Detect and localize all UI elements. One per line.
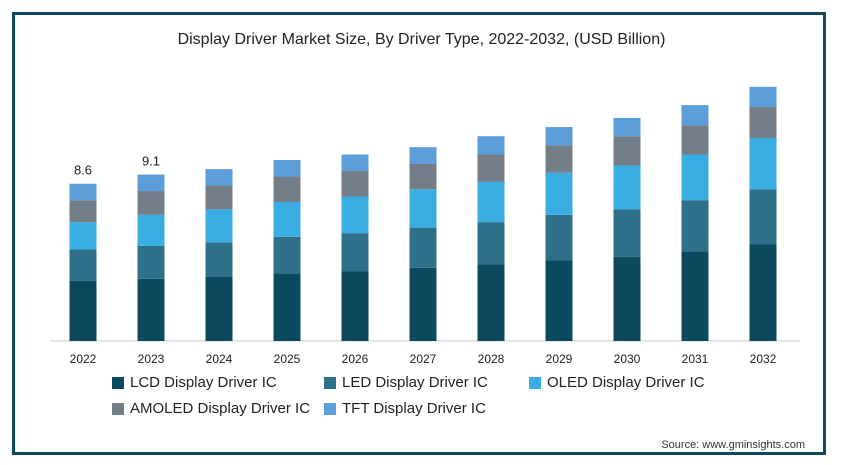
bar-segment-2023-3 [137, 191, 165, 215]
bar-segment-2027-2 [409, 189, 437, 228]
x-tick-label: 2031 [682, 352, 709, 366]
bar-segment-2029-1 [545, 214, 573, 261]
bar-segment-2028-0 [477, 264, 505, 341]
legend-swatch-lcd [112, 376, 124, 389]
bar-segment-2031-1 [681, 200, 709, 252]
x-tick-label: 2025 [274, 352, 301, 366]
x-tick-label: 2030 [614, 352, 641, 366]
legend-swatch-amoled [112, 402, 124, 415]
bar-segment-2025-0 [273, 273, 301, 341]
legend-swatch-led [324, 376, 336, 389]
bar-segment-2026-1 [341, 233, 369, 272]
bar-segment-2032-1 [749, 189, 777, 245]
bar-segment-2030-3 [613, 136, 641, 166]
legend-label-lcd: LCD Display Driver IC [130, 374, 277, 391]
bar-segment-2026-3 [341, 170, 369, 197]
x-tick-label: 2027 [410, 352, 437, 366]
bar-segment-2030-2 [613, 165, 641, 210]
bar-segment-2024-0 [205, 277, 233, 341]
bar-segment-2022-3 [69, 200, 97, 223]
legend-item-led: LED Display Driver IC [324, 374, 488, 391]
bar-segment-2030-0 [613, 256, 641, 341]
bar-segment-2031-2 [681, 154, 709, 201]
bar-segment-2022-2 [69, 222, 97, 250]
bar-segment-2029-4 [545, 127, 573, 146]
bar-segment-2025-1 [273, 236, 301, 274]
bar-segment-2027-1 [409, 227, 437, 268]
bar-segment-2031-0 [681, 251, 709, 341]
x-tick-label: 2022 [70, 352, 97, 366]
bar-segment-2023-4 [137, 174, 165, 192]
x-tick-label: 2023 [138, 352, 165, 366]
bar-segment-2023-1 [137, 245, 165, 279]
bar-segment-2024-1 [205, 242, 233, 277]
bar-segment-2025-3 [273, 176, 301, 203]
bar-segment-2028-3 [477, 154, 505, 182]
legend-label-led: LED Display Driver IC [342, 374, 488, 391]
bar-segment-2032-4 [749, 86, 777, 107]
bar-segment-2024-3 [205, 185, 233, 210]
bar-segment-2027-4 [409, 147, 437, 164]
bar-segment-2025-2 [273, 202, 301, 237]
bar-segment-2031-3 [681, 125, 709, 155]
x-tick-label: 2032 [750, 352, 777, 366]
bar-segment-2022-0 [69, 280, 97, 341]
bar-segment-2029-0 [545, 260, 573, 341]
legend-label-amoled: AMOLED Display Driver IC [130, 400, 311, 417]
x-tick-label: 2024 [206, 352, 233, 366]
bar-segment-2032-3 [749, 106, 777, 139]
legend-item-lcd: LCD Display Driver IC [112, 374, 277, 391]
bars-group [69, 86, 777, 341]
chart-title: Display Driver Market Size, By Driver Ty… [177, 31, 666, 48]
legend-label-tft: TFT Display Driver IC [342, 400, 486, 417]
legend-swatch-tft [324, 402, 336, 415]
bar-segment-2022-4 [69, 183, 97, 201]
bar-segment-2028-2 [477, 181, 505, 223]
total-label: 8.6 [74, 163, 92, 178]
bar-segment-2031-4 [681, 105, 709, 126]
x-tick-labels: 2022 2023 2024 2025 2026 2027 2028 2029 2030 2031… [70, 352, 777, 366]
bar-segment-2026-2 [341, 196, 369, 234]
bar-segment-2023-0 [137, 278, 165, 341]
bar-segment-2024-2 [205, 209, 233, 243]
legend-label-oled: OLED Display Driver IC [547, 374, 705, 391]
legend-item-oled: OLED Display Driver IC [529, 374, 705, 391]
bar-segment-2023-2 [137, 214, 165, 246]
bar-segment-2027-0 [409, 267, 437, 341]
bar-segment-2029-2 [545, 172, 573, 215]
bar-segment-2025-4 [273, 159, 301, 177]
bar-segment-2032-0 [749, 244, 777, 341]
bar-segment-2026-0 [341, 271, 369, 341]
bar-segment-2029-3 [545, 145, 573, 173]
bar-segment-2028-1 [477, 222, 505, 265]
legend-item-tft: TFT Display Driver IC [324, 400, 486, 417]
bar-segment-2030-4 [613, 117, 641, 137]
bar-segment-2032-2 [749, 138, 777, 190]
x-tick-label: 2029 [546, 352, 573, 366]
total-label: 9.1 [142, 154, 160, 169]
source-note: Source: www.gminsights.com [661, 439, 805, 451]
legend-item-amoled: AMOLED Display Driver IC [112, 400, 310, 417]
bar-segment-2030-1 [613, 209, 641, 257]
x-tick-label: 2028 [478, 352, 505, 366]
bar-segment-2026-4 [341, 154, 369, 171]
legend-swatch-oled [529, 376, 541, 389]
bar-segment-2022-1 [69, 249, 97, 281]
bar-segment-2028-4 [477, 136, 505, 155]
x-tick-label: 2026 [342, 352, 369, 366]
total-labels: 8.6 9.1 [74, 154, 160, 178]
bar-segment-2024-4 [205, 169, 233, 186]
bar-segment-2027-3 [409, 163, 437, 190]
